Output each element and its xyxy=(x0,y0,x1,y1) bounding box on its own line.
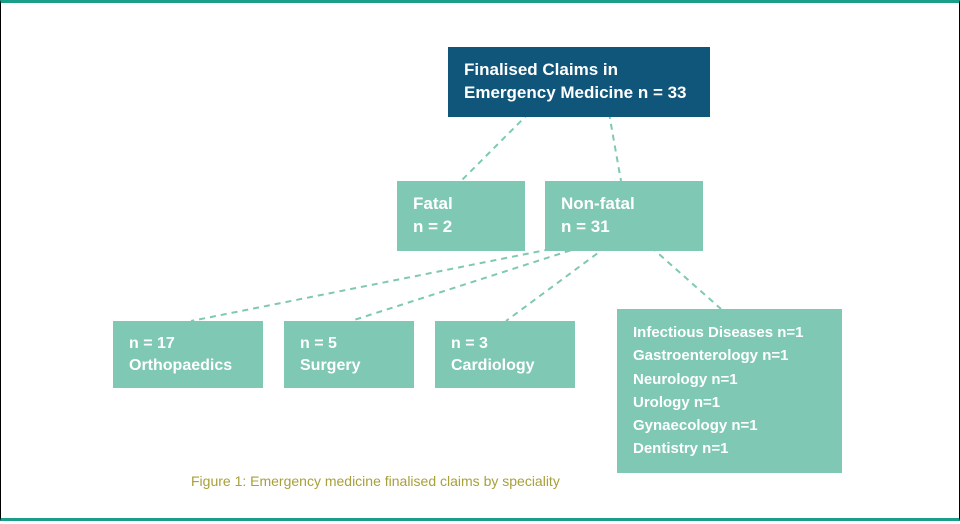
nonfatal-line2: n = 31 xyxy=(561,216,687,239)
edge-nonfatal-cardiology xyxy=(506,247,606,321)
surgery-node: n = 5 Surgery xyxy=(284,321,414,388)
root-node: Finalised Claims in Emergency Medicine n… xyxy=(448,47,710,117)
others-item-4: Gynaecology n=1 xyxy=(633,414,826,437)
cardiology-node: n = 3 Cardiology xyxy=(435,321,575,388)
others-item-5: Dentistry n=1 xyxy=(633,437,826,460)
surgery-line1: n = 5 xyxy=(300,333,398,355)
root-line2: Emergency Medicine n = 33 xyxy=(464,82,694,105)
orthopaedics-node: n = 17 Orthopaedics xyxy=(113,321,263,388)
edge-root-nonfatal xyxy=(609,113,621,181)
figure-caption: Figure 1: Emergency medicine finalised c… xyxy=(191,473,560,489)
orthopaedics-line2: Orthopaedics xyxy=(129,355,247,377)
fatal-line2: n = 2 xyxy=(413,216,509,239)
nonfatal-line1: Non-fatal xyxy=(561,193,687,216)
others-item-2: Neurology n=1 xyxy=(633,368,826,391)
edge-nonfatal-surgery xyxy=(351,247,581,321)
edge-nonfatal-orthopaedics xyxy=(191,247,561,321)
others-item-0: Infectious Diseases n=1 xyxy=(633,321,826,344)
cardiology-line1: n = 3 xyxy=(451,333,559,355)
fatal-node: Fatal n = 2 xyxy=(397,181,525,251)
others-node: Infectious Diseases n=1 Gastroenterology… xyxy=(617,309,842,473)
orthopaedics-line1: n = 17 xyxy=(129,333,247,355)
root-line1: Finalised Claims in xyxy=(464,59,694,82)
edge-root-fatal xyxy=(461,113,529,181)
others-item-3: Urology n=1 xyxy=(633,391,826,414)
nonfatal-node: Non-fatal n = 31 xyxy=(545,181,703,251)
surgery-line2: Surgery xyxy=(300,355,398,377)
others-item-1: Gastroenterology n=1 xyxy=(633,344,826,367)
edge-nonfatal-others xyxy=(651,247,721,309)
fatal-line1: Fatal xyxy=(413,193,509,216)
diagram-frame: Finalised Claims in Emergency Medicine n… xyxy=(0,0,960,521)
cardiology-line2: Cardiology xyxy=(451,355,559,377)
